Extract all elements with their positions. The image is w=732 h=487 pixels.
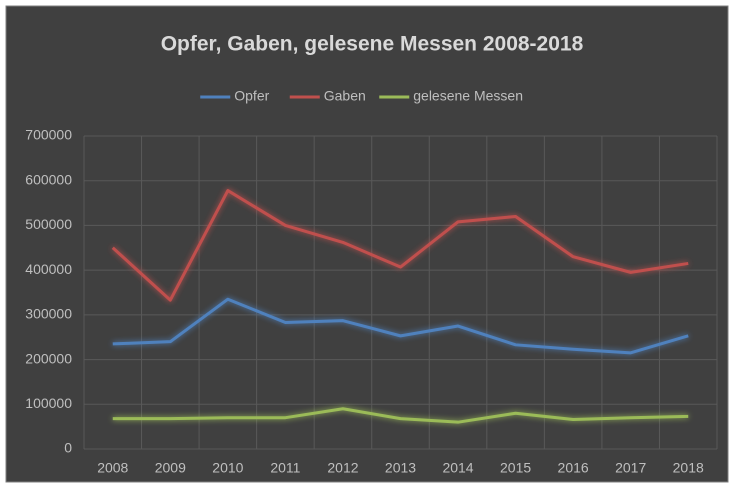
x-tick-label: 2009: [155, 460, 186, 476]
x-tick-label: 2017: [615, 460, 646, 476]
y-tick-label: 300000: [25, 306, 72, 322]
series-line: [112, 297, 689, 355]
y-tick-label: 700000: [25, 127, 72, 143]
legend-label: gelesene Messen: [413, 88, 523, 104]
y-tick-label: 0: [64, 440, 72, 456]
y-tick-label: 400000: [25, 261, 72, 277]
x-tick-label: 2018: [673, 460, 704, 476]
chart-title: Opfer, Gaben, gelesene Messen 2008-2018: [161, 33, 584, 56]
series-line: [111, 189, 689, 302]
x-tick-label: 2016: [558, 460, 589, 476]
x-tick-label: 2015: [500, 460, 531, 476]
legend-label: Opfer: [234, 88, 269, 104]
y-tick-label: 100000: [25, 395, 72, 411]
y-tick-label: 600000: [25, 171, 72, 187]
legend-label: Gaben: [324, 88, 366, 104]
x-tick-label: 2010: [212, 460, 243, 476]
x-tick-label: 2012: [327, 460, 358, 476]
series-line: [112, 407, 689, 424]
x-tick-label: 2011: [270, 460, 300, 476]
x-tick-label: 2008: [97, 460, 128, 476]
x-tick-label: 2013: [385, 460, 416, 476]
x-tick-label: 2014: [442, 460, 473, 476]
y-tick-label: 200000: [25, 350, 72, 366]
y-tick-label: 500000: [25, 216, 72, 232]
chart-background: [5, 5, 729, 483]
